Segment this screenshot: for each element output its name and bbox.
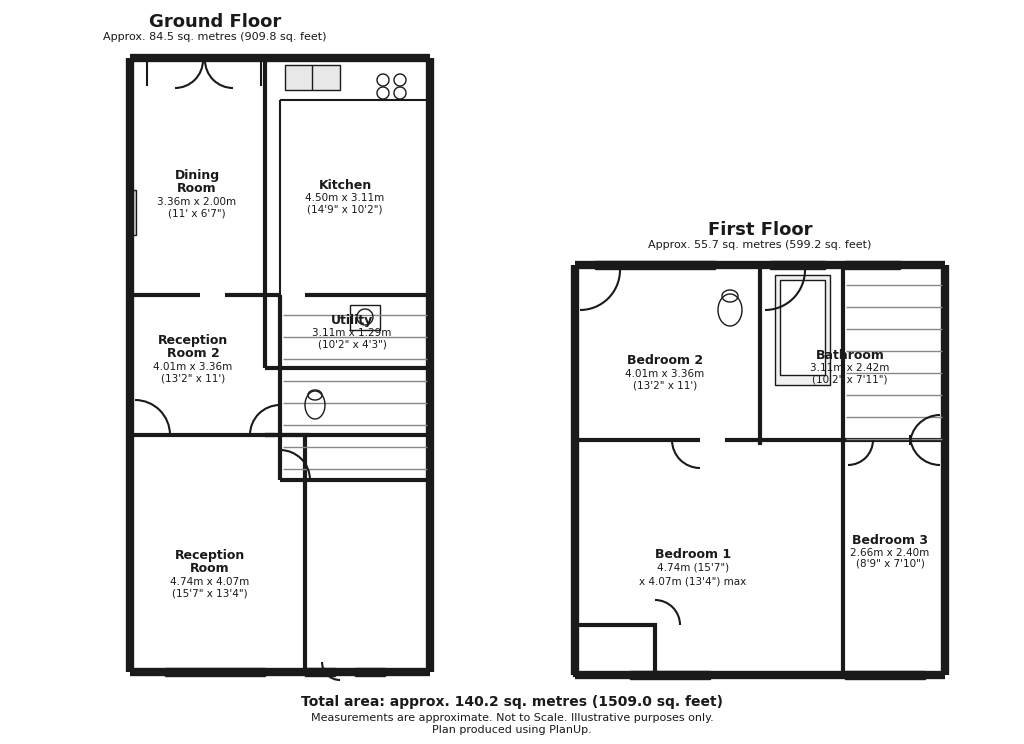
Bar [775, 275, 830, 385]
Text: 3.36m x 2.00m: 3.36m x 2.00m [158, 197, 237, 207]
Text: (13'2" x 11'): (13'2" x 11') [161, 373, 225, 383]
Text: Reception: Reception [158, 333, 228, 347]
Text: Approx. 84.5 sq. metres (909.8 sq. feet): Approx. 84.5 sq. metres (909.8 sq. feet) [103, 32, 327, 42]
Text: 4.74m (15'7"): 4.74m (15'7") [657, 563, 729, 573]
Text: Bedroom 3: Bedroom 3 [852, 533, 928, 547]
Text: x 4.07m (13'4") max: x 4.07m (13'4") max [639, 576, 746, 586]
Bar [355, 668, 385, 676]
Text: Bathroom: Bathroom [815, 348, 885, 362]
Text: Bedroom 1: Bedroom 1 [655, 548, 731, 562]
Text: 2.66m x 2.40m: 2.66m x 2.40m [850, 548, 930, 558]
Text: Approx. 55.7 sq. metres (599.2 sq. feet): Approx. 55.7 sq. metres (599.2 sq. feet) [648, 240, 871, 250]
Bar [165, 668, 265, 676]
Bar [630, 671, 710, 679]
Text: (15'7" x 13'4"): (15'7" x 13'4") [172, 588, 248, 598]
Text: 4.74m x 4.07m: 4.74m x 4.07m [170, 577, 250, 587]
Text: 4.01m x 3.36m: 4.01m x 3.36m [626, 369, 705, 379]
Bar [285, 65, 340, 90]
Bar [845, 261, 900, 269]
Text: 3.11m x 2.42m: 3.11m x 2.42m [810, 363, 890, 373]
Bar [575, 625, 655, 675]
Text: Room 2: Room 2 [167, 347, 219, 359]
Text: (11' x 6'7"): (11' x 6'7") [168, 208, 226, 218]
Bar [305, 668, 335, 676]
Text: Room: Room [177, 182, 217, 194]
Text: (10'2" x 7'11"): (10'2" x 7'11") [812, 374, 888, 384]
Text: 4.50m x 3.11m: 4.50m x 3.11m [305, 193, 385, 203]
Bar [350, 305, 380, 330]
Text: Utility: Utility [331, 313, 373, 327]
Text: (14'9" x 10'2"): (14'9" x 10'2") [307, 204, 383, 214]
Text: Kitchen: Kitchen [318, 179, 372, 191]
Text: Measurements are approximate. Not to Scale. Illustrative purposes only.: Measurements are approximate. Not to Sca… [310, 713, 714, 723]
Text: Total area: approx. 140.2 sq. metres (1509.0 sq. feet): Total area: approx. 140.2 sq. metres (15… [301, 695, 723, 709]
Text: (8'9" x 7'10"): (8'9" x 7'10") [856, 559, 925, 569]
Bar [845, 671, 925, 679]
Text: Bedroom 2: Bedroom 2 [627, 353, 703, 367]
Text: First Floor: First Floor [708, 221, 812, 239]
Bar [128, 190, 136, 235]
Text: (13'2" x 11'): (13'2" x 11') [633, 380, 697, 390]
Text: Reception: Reception [175, 548, 245, 562]
Text: Room: Room [190, 562, 229, 574]
Text: 3.11m x 1.29m: 3.11m x 1.29m [312, 328, 392, 338]
Text: 4.01m x 3.36m: 4.01m x 3.36m [154, 362, 232, 372]
Text: Ground Floor: Ground Floor [148, 13, 282, 31]
Bar [595, 261, 715, 269]
Text: Plan produced using PlanUp.: Plan produced using PlanUp. [432, 725, 592, 735]
Text: Dining: Dining [174, 168, 219, 182]
Bar [770, 261, 825, 269]
Text: (10'2" x 4'3"): (10'2" x 4'3") [317, 339, 386, 349]
Bar [780, 280, 825, 375]
